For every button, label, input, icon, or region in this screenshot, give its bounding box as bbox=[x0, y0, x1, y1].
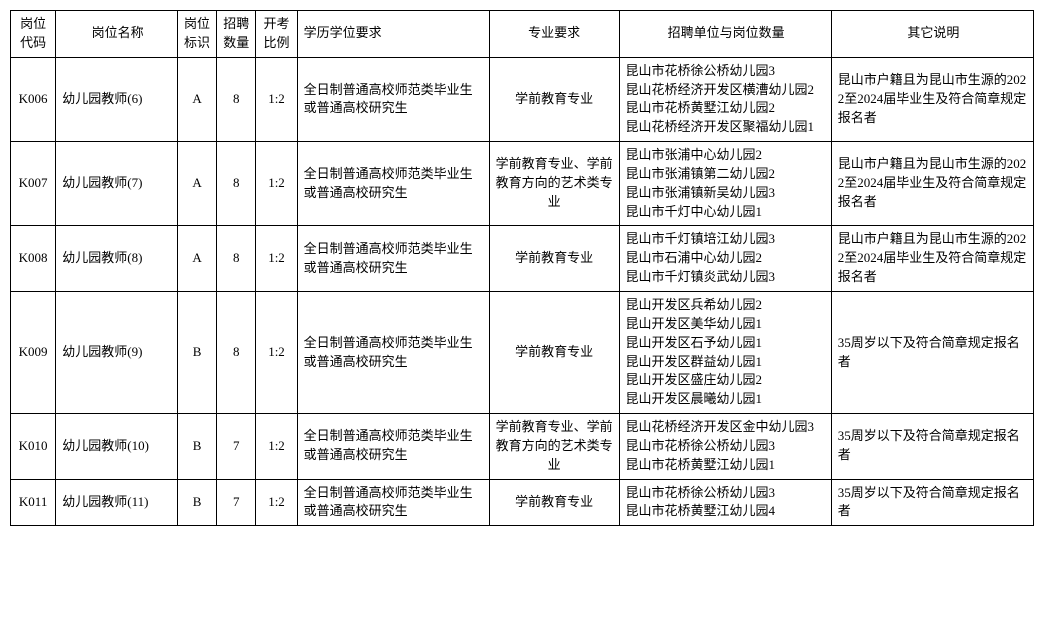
cell-name: 幼儿园教师(10) bbox=[56, 414, 178, 480]
cell-note: 35周岁以下及符合简章规定报名者 bbox=[831, 414, 1033, 480]
cell-ratio: 1:2 bbox=[256, 414, 297, 480]
cell-count: 7 bbox=[217, 479, 256, 526]
cell-edu: 全日制普通高校师范类毕业生或普通高校研究生 bbox=[297, 57, 489, 141]
unit-line: 昆山花桥经济开发区横漕幼儿园2 bbox=[626, 81, 827, 100]
cell-major: 学前教育专业、学前教育方向的艺术类专业 bbox=[489, 142, 619, 226]
cell-ratio: 1:2 bbox=[256, 57, 297, 141]
cell-name: 幼儿园教师(7) bbox=[56, 142, 178, 226]
cell-code: K006 bbox=[11, 57, 56, 141]
cell-units: 昆山花桥经济开发区金中幼儿园3昆山市花桥徐公桥幼儿园3昆山市花桥黄墅江幼儿园1 bbox=[619, 414, 831, 480]
cell-code: K008 bbox=[11, 226, 56, 292]
recruitment-table: 岗位代码 岗位名称 岗位标识 招聘数量 开考比例 学历学位要求 专业要求 招聘单… bbox=[10, 10, 1034, 526]
cell-flag: B bbox=[177, 414, 216, 480]
cell-edu: 全日制普通高校师范类毕业生或普通高校研究生 bbox=[297, 142, 489, 226]
cell-count: 7 bbox=[217, 414, 256, 480]
cell-flag: A bbox=[177, 226, 216, 292]
unit-line: 昆山市花桥黄墅江幼儿园1 bbox=[626, 456, 827, 475]
unit-line: 昆山开发区盛庄幼儿园2 bbox=[626, 371, 827, 390]
unit-line: 昆山开发区晨曦幼儿园1 bbox=[626, 390, 827, 409]
cell-major: 学前教育专业 bbox=[489, 226, 619, 292]
cell-flag: A bbox=[177, 57, 216, 141]
col-code: 岗位代码 bbox=[11, 11, 56, 58]
col-units: 招聘单位与岗位数量 bbox=[619, 11, 831, 58]
col-ratio: 开考比例 bbox=[256, 11, 297, 58]
cell-note: 昆山市户籍且为昆山市生源的2022至2024届毕业生及符合简章规定报名者 bbox=[831, 142, 1033, 226]
col-edu: 学历学位要求 bbox=[297, 11, 489, 58]
cell-name: 幼儿园教师(8) bbox=[56, 226, 178, 292]
cell-units: 昆山开发区兵希幼儿园2昆山开发区美华幼儿园1昆山开发区石予幼儿园1昆山开发区群益… bbox=[619, 291, 831, 413]
cell-name: 幼儿园教师(6) bbox=[56, 57, 178, 141]
cell-name: 幼儿园教师(11) bbox=[56, 479, 178, 526]
cell-major: 学前教育专业 bbox=[489, 291, 619, 413]
unit-line: 昆山市花桥徐公桥幼儿园3 bbox=[626, 62, 827, 81]
col-count: 招聘数量 bbox=[217, 11, 256, 58]
unit-line: 昆山市花桥徐公桥幼儿园3 bbox=[626, 484, 827, 503]
cell-units: 昆山市花桥徐公桥幼儿园3昆山花桥经济开发区横漕幼儿园2昆山市花桥黄墅江幼儿园2昆… bbox=[619, 57, 831, 141]
unit-line: 昆山市千灯镇培江幼儿园3 bbox=[626, 230, 827, 249]
table-header-row: 岗位代码 岗位名称 岗位标识 招聘数量 开考比例 学历学位要求 专业要求 招聘单… bbox=[11, 11, 1034, 58]
col-name: 岗位名称 bbox=[56, 11, 178, 58]
unit-line: 昆山市千灯镇炎武幼儿园3 bbox=[626, 268, 827, 287]
table-row: K008幼儿园教师(8)A81:2全日制普通高校师范类毕业生或普通高校研究生学前… bbox=[11, 226, 1034, 292]
cell-code: K010 bbox=[11, 414, 56, 480]
cell-note: 35周岁以下及符合简章规定报名者 bbox=[831, 479, 1033, 526]
cell-ratio: 1:2 bbox=[256, 142, 297, 226]
table-row: K010幼儿园教师(10)B71:2全日制普通高校师范类毕业生或普通高校研究生学… bbox=[11, 414, 1034, 480]
cell-note: 昆山市户籍且为昆山市生源的2022至2024届毕业生及符合简章规定报名者 bbox=[831, 226, 1033, 292]
cell-units: 昆山市张浦中心幼儿园2昆山市张浦镇第二幼儿园2昆山市张浦镇新吴幼儿园3昆山市千灯… bbox=[619, 142, 831, 226]
unit-line: 昆山市花桥黄墅江幼儿园4 bbox=[626, 502, 827, 521]
cell-count: 8 bbox=[217, 226, 256, 292]
unit-line: 昆山市张浦镇新吴幼儿园3 bbox=[626, 184, 827, 203]
cell-ratio: 1:2 bbox=[256, 291, 297, 413]
cell-units: 昆山市千灯镇培江幼儿园3昆山市石浦中心幼儿园2昆山市千灯镇炎武幼儿园3 bbox=[619, 226, 831, 292]
cell-name: 幼儿园教师(9) bbox=[56, 291, 178, 413]
cell-major: 学前教育专业 bbox=[489, 479, 619, 526]
cell-major: 学前教育专业、学前教育方向的艺术类专业 bbox=[489, 414, 619, 480]
cell-count: 8 bbox=[217, 142, 256, 226]
cell-units: 昆山市花桥徐公桥幼儿园3昆山市花桥黄墅江幼儿园4 bbox=[619, 479, 831, 526]
cell-code: K007 bbox=[11, 142, 56, 226]
cell-code: K009 bbox=[11, 291, 56, 413]
table-row: K006幼儿园教师(6)A81:2全日制普通高校师范类毕业生或普通高校研究生学前… bbox=[11, 57, 1034, 141]
unit-line: 昆山开发区群益幼儿园1 bbox=[626, 353, 827, 372]
table-row: K007幼儿园教师(7)A81:2全日制普通高校师范类毕业生或普通高校研究生学前… bbox=[11, 142, 1034, 226]
cell-count: 8 bbox=[217, 57, 256, 141]
cell-flag: A bbox=[177, 142, 216, 226]
cell-count: 8 bbox=[217, 291, 256, 413]
table-row: K011幼儿园教师(11)B71:2全日制普通高校师范类毕业生或普通高校研究生学… bbox=[11, 479, 1034, 526]
col-major: 专业要求 bbox=[489, 11, 619, 58]
cell-note: 35周岁以下及符合简章规定报名者 bbox=[831, 291, 1033, 413]
cell-flag: B bbox=[177, 479, 216, 526]
cell-edu: 全日制普通高校师范类毕业生或普通高校研究生 bbox=[297, 479, 489, 526]
unit-line: 昆山开发区美华幼儿园1 bbox=[626, 315, 827, 334]
cell-note: 昆山市户籍且为昆山市生源的2022至2024届毕业生及符合简章规定报名者 bbox=[831, 57, 1033, 141]
cell-ratio: 1:2 bbox=[256, 226, 297, 292]
cell-flag: B bbox=[177, 291, 216, 413]
unit-line: 昆山市千灯中心幼儿园1 bbox=[626, 203, 827, 222]
unit-line: 昆山开发区兵希幼儿园2 bbox=[626, 296, 827, 315]
unit-line: 昆山花桥经济开发区金中幼儿园3 bbox=[626, 418, 827, 437]
col-note: 其它说明 bbox=[831, 11, 1033, 58]
col-flag: 岗位标识 bbox=[177, 11, 216, 58]
unit-line: 昆山开发区石予幼儿园1 bbox=[626, 334, 827, 353]
unit-line: 昆山市张浦中心幼儿园2 bbox=[626, 146, 827, 165]
cell-ratio: 1:2 bbox=[256, 479, 297, 526]
cell-edu: 全日制普通高校师范类毕业生或普通高校研究生 bbox=[297, 291, 489, 413]
unit-line: 昆山市花桥徐公桥幼儿园3 bbox=[626, 437, 827, 456]
table-row: K009幼儿园教师(9)B81:2全日制普通高校师范类毕业生或普通高校研究生学前… bbox=[11, 291, 1034, 413]
unit-line: 昆山市花桥黄墅江幼儿园2 bbox=[626, 99, 827, 118]
cell-edu: 全日制普通高校师范类毕业生或普通高校研究生 bbox=[297, 414, 489, 480]
cell-edu: 全日制普通高校师范类毕业生或普通高校研究生 bbox=[297, 226, 489, 292]
unit-line: 昆山市张浦镇第二幼儿园2 bbox=[626, 165, 827, 184]
unit-line: 昆山市石浦中心幼儿园2 bbox=[626, 249, 827, 268]
cell-major: 学前教育专业 bbox=[489, 57, 619, 141]
cell-code: K011 bbox=[11, 479, 56, 526]
unit-line: 昆山花桥经济开发区聚福幼儿园1 bbox=[626, 118, 827, 137]
